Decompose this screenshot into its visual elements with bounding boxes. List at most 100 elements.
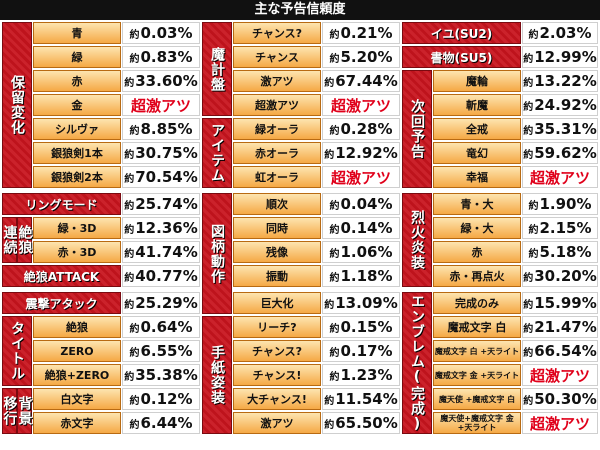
reliability-value: 21.47% <box>534 318 597 336</box>
approx-prefix: 約 <box>124 200 135 212</box>
reliability-value: 67.44% <box>335 72 398 90</box>
reliability-value: 0.12% <box>140 390 193 408</box>
approx-prefix: 約 <box>329 29 340 41</box>
col3-row-label: 完成のみ <box>433 292 521 314</box>
reliability-value: 5.18% <box>539 243 592 261</box>
col1-row-label: 赤・3D <box>33 241 121 263</box>
col1-row-value: 約 12.36% <box>122 217 200 239</box>
reliability-value: 70.54% <box>135 168 198 186</box>
group-title: タイトル <box>2 316 32 386</box>
group-horyu-label: 保留変化 <box>9 75 25 135</box>
col1-row-value: 約 41.74% <box>122 241 200 263</box>
col1-row-label: 金 <box>33 94 121 116</box>
col2-row-value: 約 0.04% <box>322 193 400 215</box>
col2-row-value: 超激アツ <box>322 94 400 116</box>
col3-row-value: 約 66.54% <box>522 340 598 362</box>
col3-row-value: 約 5.18% <box>522 241 598 263</box>
col3-row-value: 約 35.31% <box>522 118 598 140</box>
col1-row-value: 超激アツ <box>122 94 200 116</box>
approx-prefix: 約 <box>329 272 340 284</box>
col3-row-value: 約 59.62% <box>522 142 598 164</box>
approx-prefix: 約 <box>523 347 534 359</box>
reliability-value: 2.03% <box>539 24 592 42</box>
reliability-value: 0.03% <box>140 24 193 42</box>
col3-row-label: 赤・再点火 <box>433 265 521 287</box>
col1-row-label: 緑・3D <box>33 217 121 239</box>
group-haikei-b: 背景 <box>17 388 33 434</box>
col2-row-label: チャンス? <box>233 340 321 362</box>
col3-row-label: 竜幻 <box>433 142 521 164</box>
col2-row-label: 虹オーラ <box>233 166 321 188</box>
col3-row-label: 幸福 <box>433 166 521 188</box>
col2-row-label: 残像 <box>233 241 321 263</box>
col1-row-label: シルヴァ <box>33 118 121 140</box>
col1-row-value: 約 6.44% <box>122 412 200 434</box>
col2-row-value: 約 0.15% <box>322 316 400 338</box>
col2-row-value: 約 12.92% <box>322 142 400 164</box>
col3-row-label: 魔戒文字 金 +天ライト <box>433 364 521 386</box>
group-title-label: タイトル <box>9 321 25 381</box>
reliability-value: 超激アツ <box>330 96 391 115</box>
approx-prefix: 約 <box>523 53 534 65</box>
reliability-value: 1.23% <box>340 366 393 384</box>
approx-prefix: 約 <box>523 101 534 113</box>
col1-row-value: 約 30.75% <box>122 142 200 164</box>
col1-row-label: 青 <box>33 22 121 44</box>
col2-row-value: 約 5.20% <box>322 46 400 68</box>
group-item-label: アイテム <box>209 123 225 183</box>
group-haikei-a-label: 移行 <box>1 396 18 426</box>
col3-row-value: 約 24.92% <box>522 94 598 116</box>
col3-row-label: 全戒 <box>433 118 521 140</box>
col2-row-value: 約 11.54% <box>322 388 400 410</box>
col1-row-label: 銀狼剣2本 <box>33 166 121 188</box>
approx-prefix: 約 <box>124 299 135 311</box>
approx-prefix: 約 <box>129 347 140 359</box>
col2-row-label: チャンス! <box>233 364 321 386</box>
col1-row-value: 約 0.64% <box>122 316 200 338</box>
col2-row-label: 大チャンス! <box>233 388 321 410</box>
reliability-value: 0.14% <box>340 219 393 237</box>
reliability-value: 25.29% <box>135 294 198 312</box>
approx-prefix: 約 <box>324 395 335 407</box>
col2-row-label: 緑オーラ <box>233 118 321 140</box>
page-title: 主な予告信頼度 <box>0 0 600 20</box>
group-rekka-ensou: 烈火炎装 <box>402 193 432 287</box>
col3-row-label: 赤 <box>433 241 521 263</box>
col3-row-value: 超激アツ <box>522 166 598 188</box>
col1-row-value: 約 25.74% <box>122 193 200 215</box>
col3-row-value: 約 21.47% <box>522 316 598 338</box>
reliability-value: 超激アツ <box>529 414 590 433</box>
col3-row-label: 魔戒文字 白 +天ライト <box>433 340 521 362</box>
col2-row-value: 約 0.21% <box>322 22 400 44</box>
group-shingeki-attack-label: 震撃アタック <box>25 296 98 311</box>
col1-row-label: 赤文字 <box>33 412 121 434</box>
group-jikai-yokoku: 次回予告 <box>402 70 432 188</box>
col2-row-value: 約 0.28% <box>322 118 400 140</box>
reliability-value: 59.62% <box>534 144 597 162</box>
approx-prefix: 約 <box>124 248 135 260</box>
col2-row-value: 約 65.50% <box>322 412 400 434</box>
approx-prefix: 約 <box>124 224 135 236</box>
reliability-value: 13.09% <box>335 294 398 312</box>
approx-prefix: 約 <box>523 299 534 311</box>
reliability-value: 12.36% <box>135 219 198 237</box>
col3-row-value: 約 12.99% <box>522 46 598 68</box>
reliability-value: 41.74% <box>135 243 198 261</box>
reliability-value: 6.44% <box>140 414 193 432</box>
col3-row-value: 約 15.99% <box>522 292 598 314</box>
group-zetsuro-renzoku-a: 連続 <box>2 217 18 263</box>
group-shomotsu: 書物(SU5) <box>402 46 521 68</box>
reliability-value: 15.99% <box>534 294 597 312</box>
col1-row-value: 約 6.55% <box>122 340 200 362</box>
col2-row-label: 巨大化 <box>233 292 321 314</box>
col1-row-value: 約 0.03% <box>122 22 200 44</box>
group-emblem: エンブレム(完成) <box>402 292 432 434</box>
reliability-value: 25.74% <box>135 195 198 213</box>
reliability-value: 2.15% <box>539 219 592 237</box>
approx-prefix: 約 <box>329 125 340 137</box>
col1-row-label: 絶狼 <box>33 316 121 338</box>
reliability-value: 超激アツ <box>330 168 391 187</box>
group-jikai-yokoku-label: 次回予告 <box>409 99 425 159</box>
reliability-value: 24.92% <box>534 96 597 114</box>
reliability-value: 5.20% <box>340 48 393 66</box>
